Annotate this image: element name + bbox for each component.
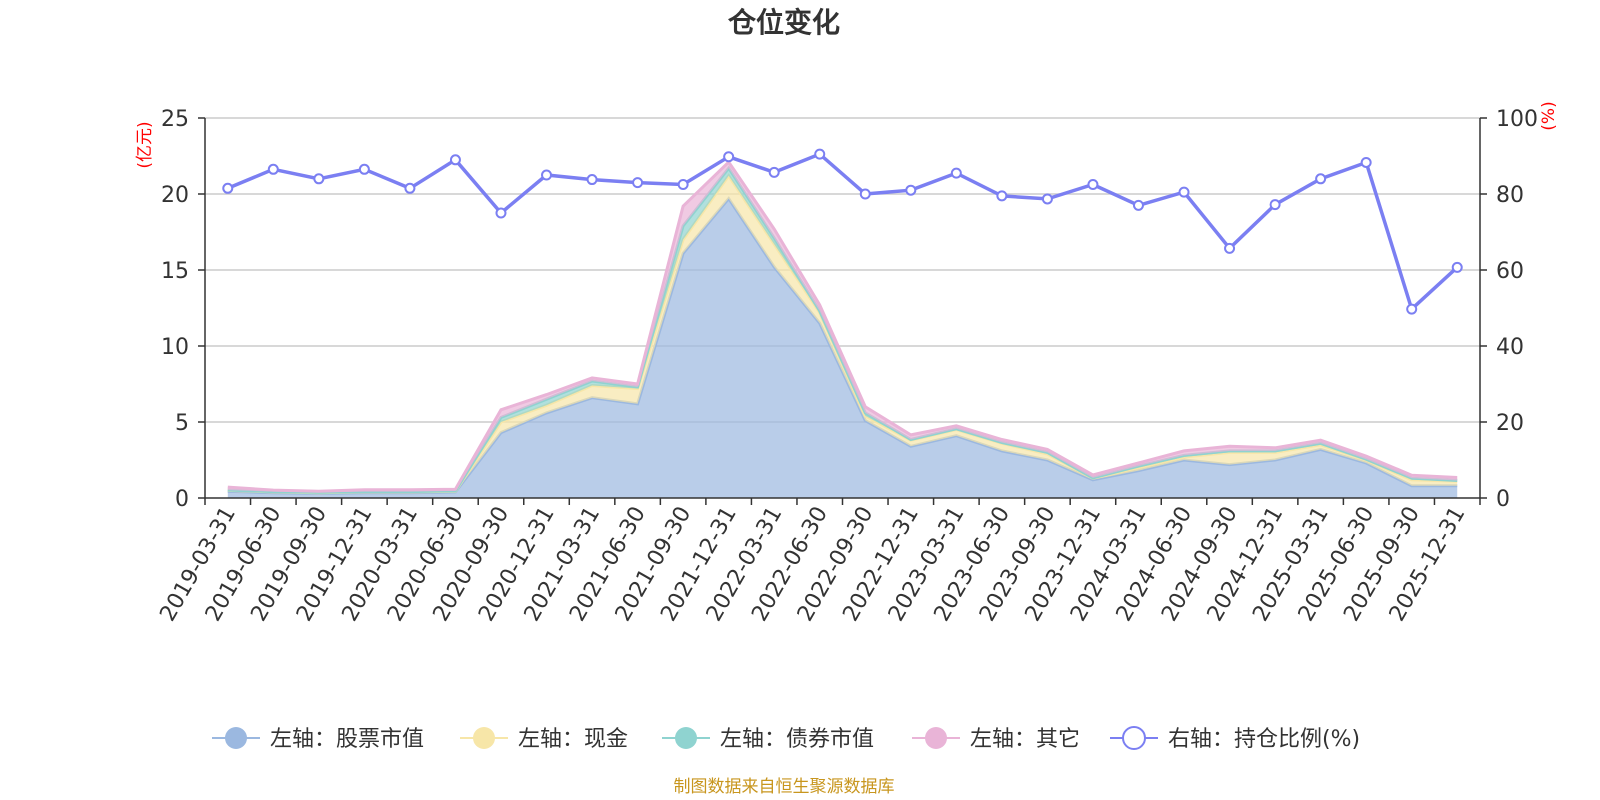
ratio-point — [1087, 179, 1099, 190]
legend-marker — [473, 727, 495, 749]
ratio-point — [1269, 199, 1281, 211]
left-tick-label: 10 — [161, 335, 189, 360]
ratio-point — [313, 173, 325, 185]
right-tick-label: 80 — [1496, 183, 1524, 208]
legend-marker — [925, 727, 947, 749]
ratio-point — [449, 154, 461, 166]
legend-item[interactable]: 左轴：债券市值 — [662, 727, 874, 752]
legend-label: 右轴：持仓比例(%) — [1168, 727, 1360, 752]
chart-title: 仓位变化 — [728, 6, 840, 39]
legend-marker — [675, 727, 697, 749]
left-tick-label: 15 — [161, 259, 189, 284]
ratio-point — [1451, 261, 1463, 273]
ratio-point — [586, 174, 598, 186]
right-tick-label: 100 — [1496, 107, 1538, 132]
ratio-point — [723, 151, 735, 163]
data-source-note: 制图数据来自恒生聚源数据库 — [674, 777, 895, 797]
legend-marker — [225, 727, 247, 749]
legend-marker — [1122, 726, 1146, 750]
right-axis-unit: (%) — [1539, 101, 1559, 130]
legend-label: 左轴：现金 — [518, 727, 628, 752]
ratio-point — [222, 182, 234, 194]
ratio-point — [996, 190, 1008, 202]
legend-item[interactable]: 左轴：现金 — [460, 727, 628, 752]
legend-item[interactable]: 右轴：持仓比例(%) — [1110, 726, 1360, 752]
left-tick-label: 25 — [161, 107, 189, 132]
area-edge-左轴：其它 — [227, 159, 1458, 493]
grid-lines — [205, 117, 1480, 423]
ratio-point — [859, 188, 871, 200]
ratio-point — [632, 177, 644, 189]
ratio-point — [677, 179, 689, 190]
ratio-point — [1360, 156, 1372, 168]
ratio-point — [1406, 303, 1418, 315]
legend-label: 左轴：其它 — [970, 727, 1080, 752]
right-tick-label: 40 — [1496, 335, 1524, 360]
legend-item[interactable]: 左轴：其它 — [912, 727, 1080, 752]
legend[interactable]: 左轴：股票市值 左轴：现金 左轴：债券市值 左轴：其它 右轴：持仓比例(%) — [212, 726, 1360, 752]
ratio-point — [1041, 193, 1053, 205]
ratio-point — [495, 207, 507, 219]
ratio-point — [267, 163, 279, 175]
right-tick-label: 60 — [1496, 259, 1524, 284]
ratio-point — [814, 148, 826, 160]
left-tick-label: 20 — [161, 183, 189, 208]
left-tick-label: 0 — [175, 487, 189, 512]
ratio-point — [1315, 173, 1327, 185]
legend-item[interactable]: 左轴：股票市值 — [212, 727, 424, 752]
legend-label: 左轴：债券市值 — [720, 727, 874, 752]
left-tick-label: 5 — [175, 411, 189, 436]
left-axis-unit: (亿元) — [135, 121, 155, 168]
ratio-line — [222, 148, 1463, 315]
ratio-point — [541, 169, 553, 181]
legend-label: 左轴：股票市值 — [270, 727, 424, 752]
right-tick-label: 20 — [1496, 411, 1524, 436]
area-左轴：股票市值 — [227, 198, 1458, 498]
ratio-point — [358, 163, 370, 175]
ratio-point — [950, 167, 962, 179]
ratio-point — [1178, 186, 1190, 198]
ratio-line-path — [227, 152, 1459, 313]
ratio-point — [768, 166, 780, 178]
stacked-areas — [227, 159, 1458, 498]
right-tick-label: 0 — [1496, 487, 1510, 512]
ratio-point — [1132, 199, 1144, 211]
ratio-point — [404, 182, 416, 194]
area-左轴：现金 — [227, 175, 1458, 494]
ratio-point — [905, 184, 917, 196]
ratio-point — [1224, 242, 1236, 254]
